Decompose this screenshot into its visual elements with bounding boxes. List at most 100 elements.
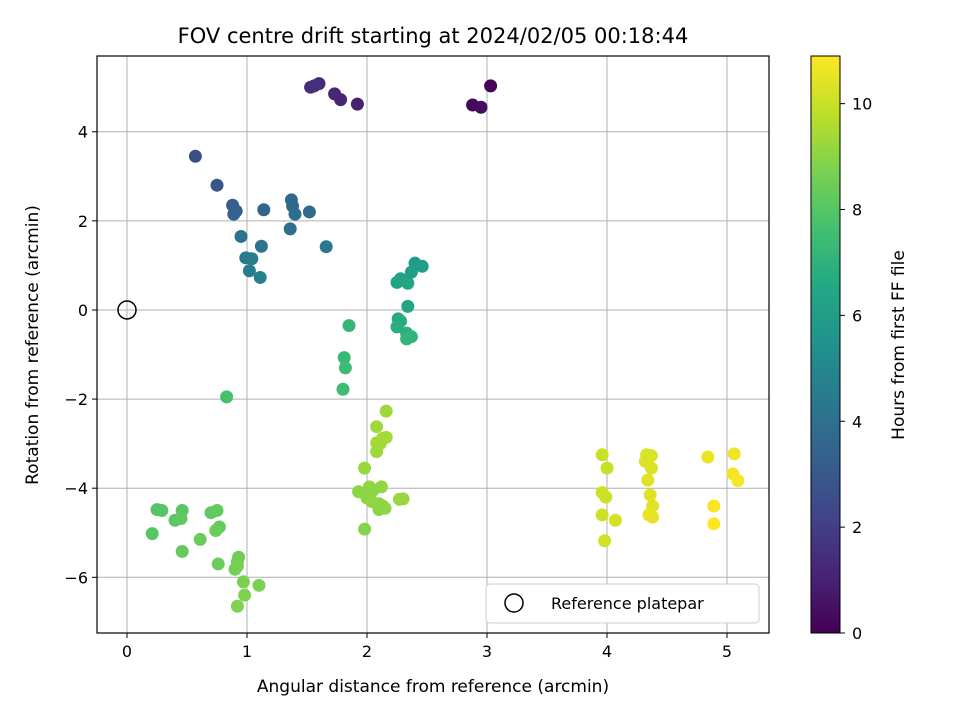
legend-reference-label: Reference platepar (551, 594, 704, 613)
data-point (396, 492, 410, 506)
data-point (234, 229, 248, 243)
colorbar-gradient (810, 55, 841, 634)
colorbar: 0 2 4 6 8 10 Hours from first FF file (810, 55, 909, 643)
data-point (358, 461, 372, 475)
data-point (643, 488, 657, 502)
data-point (210, 503, 224, 517)
data-point (707, 499, 721, 513)
colorbar-tick-label: 4 (852, 412, 862, 431)
data-point (641, 473, 655, 487)
data-point (401, 276, 415, 290)
plot-frame (96, 55, 770, 634)
data-point (600, 461, 614, 475)
x-tick-label: 0 (122, 642, 132, 661)
data-point (701, 450, 715, 464)
y-axis: −6 −4 −2 0 2 4 (64, 123, 97, 587)
data-point (727, 447, 741, 461)
data-point (379, 404, 393, 418)
data-points (145, 77, 745, 613)
data-point (370, 445, 384, 459)
colorbar-tick-label: 2 (852, 518, 862, 537)
data-point (415, 259, 429, 273)
y-tick-label: −4 (64, 479, 88, 498)
data-point (390, 320, 404, 334)
x-axis-label: Angular distance from reference (arcmin) (257, 677, 609, 697)
y-tick-label: −6 (64, 568, 88, 587)
data-point (193, 532, 207, 546)
data-point (227, 207, 241, 221)
data-point (242, 264, 256, 278)
data-point (401, 299, 415, 313)
data-point (474, 100, 488, 114)
data-point (188, 149, 202, 163)
data-point (145, 527, 159, 541)
data-point (210, 178, 224, 192)
data-point (400, 332, 414, 346)
reference-marker (117, 300, 137, 320)
data-point (174, 511, 188, 525)
data-point (236, 575, 250, 589)
data-point (328, 87, 342, 101)
data-point (337, 351, 351, 365)
y-tick-label: 2 (78, 212, 88, 231)
data-point (307, 79, 321, 93)
data-point (390, 275, 404, 289)
data-point (484, 79, 498, 93)
chart-title: FOV centre drift starting at 2024/02/05 … (178, 24, 689, 48)
data-point (253, 270, 267, 284)
data-point (220, 390, 234, 404)
data-point (404, 265, 418, 279)
data-point (254, 239, 268, 253)
data-point (283, 222, 297, 236)
data-point (238, 588, 252, 602)
legend: Reference platepar (485, 583, 760, 624)
legend-box (485, 583, 760, 624)
data-point (257, 203, 271, 217)
data-point (599, 490, 613, 504)
data-point (358, 522, 372, 536)
data-point (209, 524, 223, 538)
x-tick-label: 3 (482, 642, 492, 661)
x-tick-label: 1 (242, 642, 252, 661)
y-tick-label: −2 (64, 390, 88, 409)
data-point (595, 448, 609, 462)
x-tick-label: 4 (602, 642, 612, 661)
x-axis: 0 1 2 3 4 5 (122, 633, 732, 661)
data-point (646, 510, 660, 524)
colorbar-ticks: 0 2 4 6 8 10 (840, 95, 872, 643)
data-point (336, 382, 350, 396)
data-point (155, 503, 169, 517)
legend-reference-marker (504, 593, 524, 613)
y-tick-label: 4 (78, 123, 88, 142)
data-point (370, 420, 384, 434)
data-point (644, 461, 658, 475)
x-tick-label: 2 (362, 642, 372, 661)
data-point (338, 361, 352, 375)
data-point (245, 252, 259, 266)
colorbar-tick-label: 0 (852, 624, 862, 643)
grid (97, 56, 769, 633)
data-point (252, 578, 266, 592)
data-point (731, 474, 745, 488)
colorbar-tick-label: 10 (852, 95, 872, 114)
data-point (598, 534, 612, 548)
data-point (175, 544, 189, 558)
x-tick-label: 5 (722, 642, 732, 661)
data-point (230, 559, 244, 573)
data-point (350, 97, 364, 111)
data-point (230, 599, 244, 613)
y-tick-label: 0 (78, 301, 88, 320)
data-point (595, 508, 609, 522)
data-point (288, 207, 302, 221)
data-point (319, 240, 333, 254)
data-point (707, 517, 721, 531)
y-axis-label: Rotation from reference (arcmin) (23, 205, 43, 485)
colorbar-tick-label: 8 (852, 201, 862, 220)
colorbar-tick-label: 6 (852, 306, 862, 325)
data-point (302, 205, 316, 219)
data-point (342, 319, 356, 333)
data-point (211, 557, 225, 571)
data-point (608, 513, 622, 527)
data-point (372, 503, 386, 517)
